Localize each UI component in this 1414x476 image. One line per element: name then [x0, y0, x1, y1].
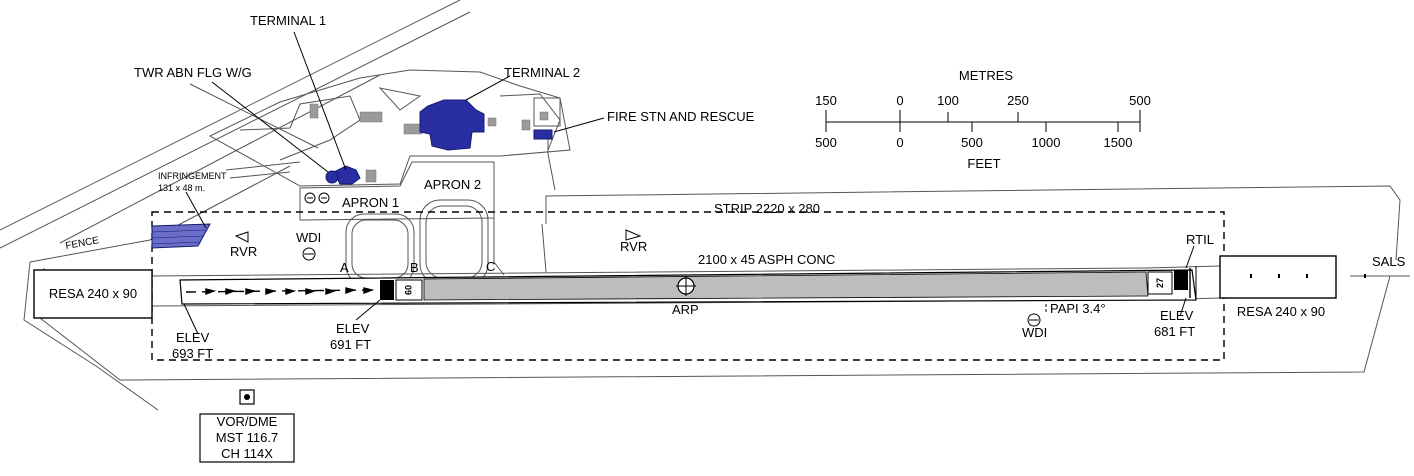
aerodrome-boundary	[545, 134, 1401, 261]
twr-label: TWR ABN FLG W/G	[134, 65, 252, 80]
runway-designator-27: 27	[1155, 278, 1165, 288]
scale-feet-tick-500b: 500	[961, 135, 983, 150]
runway-label: 2100 x 45 ASPH CONC	[698, 252, 835, 267]
resa-left-box	[33, 269, 153, 319]
resa-right-label: RESA 240 x 90	[1237, 304, 1325, 319]
scale-feet-tick-1000: 1000	[1032, 135, 1061, 150]
threshold-bar-09	[380, 280, 394, 300]
runway-designator-09: 09	[403, 285, 413, 295]
elev-691-line1: ELEV	[336, 321, 370, 336]
scale-metres-tick-0: 0	[896, 93, 903, 108]
scale-feet-tick-0: 0	[896, 135, 903, 150]
vor-dme-frequency: MST 116.7	[216, 430, 278, 445]
runway-surface	[423, 271, 1149, 301]
infringement-size-label: 131 x 48 m.	[158, 183, 205, 193]
scale-metres-tick-150: 150	[815, 93, 837, 108]
infringement-hatch	[151, 229, 207, 245]
terminal1-label: TERMINAL 1	[250, 13, 326, 28]
fire-station-label: FIRE STN AND RESCUE	[607, 109, 755, 124]
threshold-bar-27	[1174, 270, 1188, 290]
vor-dme-icon	[239, 389, 255, 405]
approach-lights	[1250, 274, 1366, 278]
displaced-threshold-arrows	[185, 287, 375, 296]
scale-bar	[825, 110, 1141, 132]
apron2-label: APRON 2	[424, 177, 481, 192]
papi-label: PAPI 3.4°	[1050, 301, 1106, 316]
scale-metres-title: METRES	[959, 68, 1014, 83]
vor-dme-title: VOR/DME	[217, 414, 278, 429]
strip-label: STRIP 2220 x 280	[714, 201, 820, 216]
elev-693-line2: 693 FT	[172, 346, 213, 361]
fire-station-building	[533, 129, 553, 140]
wdi-right-label: WDI	[1022, 325, 1047, 340]
rvr-left-icon	[234, 231, 249, 243]
elev-681-line1: ELEV	[1160, 308, 1194, 323]
scale-metres-tick-500: 500	[1129, 93, 1151, 108]
apron-outlines	[299, 161, 547, 276]
taxiway-a-label: A	[340, 260, 349, 275]
terminal-area	[208, 69, 571, 187]
runway-designator-27-box	[1147, 271, 1173, 295]
terminal1-building	[325, 165, 361, 185]
rvr-mid-icon	[625, 229, 642, 241]
scale-metres-tick-250: 250	[1007, 93, 1029, 108]
sals-label: SALS	[1372, 254, 1406, 269]
taxiway-b-label: B	[410, 260, 419, 275]
rtil-label: RTIL	[1186, 232, 1214, 247]
vor-dme-box	[199, 413, 295, 463]
rvr-left-label: RVR	[230, 244, 257, 259]
arp-icon	[676, 276, 696, 296]
grey-buildings	[309, 103, 549, 183]
scale-feet-title: FEET	[967, 156, 1000, 171]
scale-feet-tick-1500: 1500	[1104, 135, 1133, 150]
leader-lines	[183, 31, 1195, 335]
scale-metres-tick-100: 100	[937, 93, 959, 108]
vor-dme-channel: CH 114X	[221, 446, 273, 461]
infringement-label: INFRINGEMENT	[158, 171, 227, 181]
elev-693-line1: ELEV	[176, 330, 210, 345]
resa-left-label: RESA 240 x 90	[49, 286, 137, 301]
runway-designator-09-box	[395, 279, 423, 301]
arp-label: ARP	[672, 302, 699, 317]
terminal2-label: TERMINAL 2	[504, 65, 580, 80]
rvr-mid-label: RVR	[620, 239, 647, 254]
terminal2-building	[419, 99, 485, 151]
elev-691-line2: 691 FT	[330, 337, 371, 352]
taxiway-c-label: C	[486, 259, 495, 274]
railway-lines	[0, 0, 471, 249]
apron1-label: APRON 1	[342, 195, 399, 210]
wdi-left-label: WDI	[296, 230, 321, 245]
scale-feet-tick-500a: 500	[815, 135, 837, 150]
elev-681-line2: 681 FT	[1154, 324, 1195, 339]
apron-windsock-icons	[304, 192, 330, 204]
